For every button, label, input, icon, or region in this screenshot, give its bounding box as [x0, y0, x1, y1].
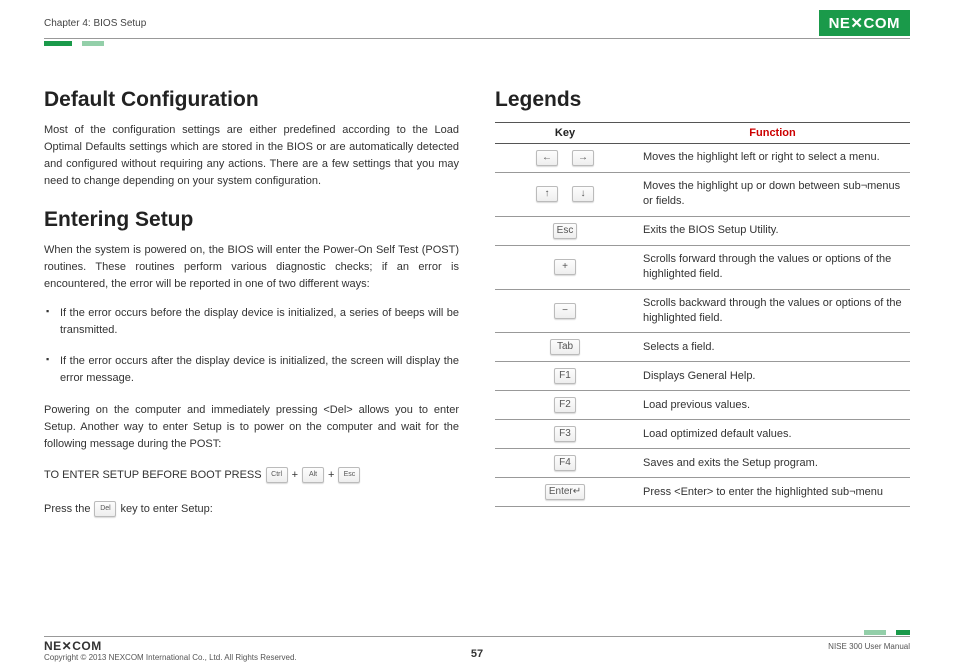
para-post: When the system is powered on, the BIOS …	[44, 242, 459, 293]
function-cell: Selects a field.	[635, 333, 910, 362]
key-cell: +	[495, 245, 635, 289]
key-cell: F4	[495, 449, 635, 478]
right-column: Legends Key Function ←→Moves the highlig…	[495, 88, 910, 517]
setup-prefix: TO ENTER SETUP BEFORE BOOT PRESS	[44, 469, 262, 481]
copyright: Copyright © 2013 NEXCOM International Co…	[44, 653, 297, 662]
table-row: F3 Load optimized default values.	[495, 420, 910, 449]
function-cell: Moves the highlight up or down between s…	[635, 173, 910, 217]
del-key-icon: Del	[94, 501, 116, 517]
key-icon: →	[572, 150, 594, 166]
key-cell: Tab	[495, 333, 635, 362]
setup-key-line: TO ENTER SETUP BEFORE BOOT PRESS Ctrl + …	[44, 467, 459, 483]
table-row: F2 Load previous values.	[495, 391, 910, 420]
key-icon: ←	[536, 150, 558, 166]
alt-key-icon: Alt	[302, 467, 324, 483]
key-cell: Esc	[495, 216, 635, 245]
function-cell: Exits the BIOS Setup Utility.	[635, 216, 910, 245]
key-icon: ↓	[572, 186, 594, 202]
footer: NE✕COM NISE 300 User Manual Copyright © …	[44, 630, 910, 662]
table-row: F1 Displays General Help.	[495, 362, 910, 391]
function-cell: Press <Enter> to enter the highlighted s…	[635, 478, 910, 507]
heading-entering-setup: Entering Setup	[44, 208, 459, 232]
key-cell: −	[495, 289, 635, 333]
key-cell: F2	[495, 391, 635, 420]
key-icon: Esc	[553, 223, 578, 239]
key-icon: F4	[554, 455, 576, 471]
key-icon: F1	[554, 368, 576, 384]
para-del: Powering on the computer and immediately…	[44, 402, 459, 453]
th-key: Key	[495, 123, 635, 144]
function-cell: Moves the highlight left or right to sel…	[635, 144, 910, 173]
function-cell: Load previous values.	[635, 391, 910, 420]
key-icon: +	[554, 259, 576, 275]
table-row: Tab Selects a field.	[495, 333, 910, 362]
plus-sep: +	[328, 469, 334, 481]
page-number: 57	[471, 648, 483, 660]
key-cell: F1	[495, 362, 635, 391]
press-suffix: key to enter Setup:	[120, 503, 212, 515]
function-cell: Saves and exits the Setup program.	[635, 449, 910, 478]
key-cell: ↑↓	[495, 173, 635, 217]
key-icon: F3	[554, 426, 576, 442]
th-function: Function	[635, 123, 910, 144]
heading-legends: Legends	[495, 88, 910, 112]
legend-table: Key Function ←→Moves the highlight left …	[495, 122, 910, 507]
key-cell: Enter↵	[495, 478, 635, 507]
header-stripe	[44, 41, 910, 46]
key-cell: F3	[495, 420, 635, 449]
key-icon: F2	[554, 397, 576, 413]
table-row: + Scrolls forward through the values or o…	[495, 245, 910, 289]
function-cell: Displays General Help.	[635, 362, 910, 391]
key-icon: Enter↵	[545, 484, 585, 500]
left-column: Default Configuration Most of the config…	[44, 88, 459, 517]
function-cell: Scrolls forward through the values or op…	[635, 245, 910, 289]
table-row: Enter↵ Press <Enter> to enter the highlig…	[495, 478, 910, 507]
key-icon: ↑	[536, 186, 558, 202]
key-icon: −	[554, 303, 576, 319]
para-default-config: Most of the configuration settings are e…	[44, 122, 459, 190]
table-row: Esc Exits the BIOS Setup Utility.	[495, 216, 910, 245]
table-row: ↑↓Moves the highlight up or down between…	[495, 173, 910, 217]
footer-logo: NE✕COM	[44, 639, 102, 653]
press-prefix: Press the	[44, 503, 90, 515]
brand-logo: NE✕COM	[819, 10, 910, 36]
header-bar: Chapter 4: BIOS Setup NE✕COM	[44, 10, 910, 39]
table-row: ←→Moves the highlight left or right to s…	[495, 144, 910, 173]
esc-key-icon: Esc	[338, 467, 360, 483]
chapter-label: Chapter 4: BIOS Setup	[44, 18, 146, 29]
error-list: If the error occurs before the display d…	[44, 305, 459, 387]
ctrl-key-icon: Ctrl	[266, 467, 288, 483]
list-item: If the error occurs before the display d…	[44, 305, 459, 339]
table-row: F4 Saves and exits the Setup program.	[495, 449, 910, 478]
manual-name: NISE 300 User Manual	[828, 642, 910, 651]
function-cell: Scrolls backward through the values or o…	[635, 289, 910, 333]
function-cell: Load optimized default values.	[635, 420, 910, 449]
key-cell: ←→	[495, 144, 635, 173]
table-row: − Scrolls backward through the values or …	[495, 289, 910, 333]
footer-stripe	[44, 630, 910, 635]
press-line: Press the Del key to enter Setup:	[44, 501, 459, 517]
list-item: If the error occurs after the display de…	[44, 353, 459, 387]
heading-default-config: Default Configuration	[44, 88, 459, 112]
key-icon: Tab	[550, 339, 580, 355]
plus-sep: +	[292, 469, 298, 481]
